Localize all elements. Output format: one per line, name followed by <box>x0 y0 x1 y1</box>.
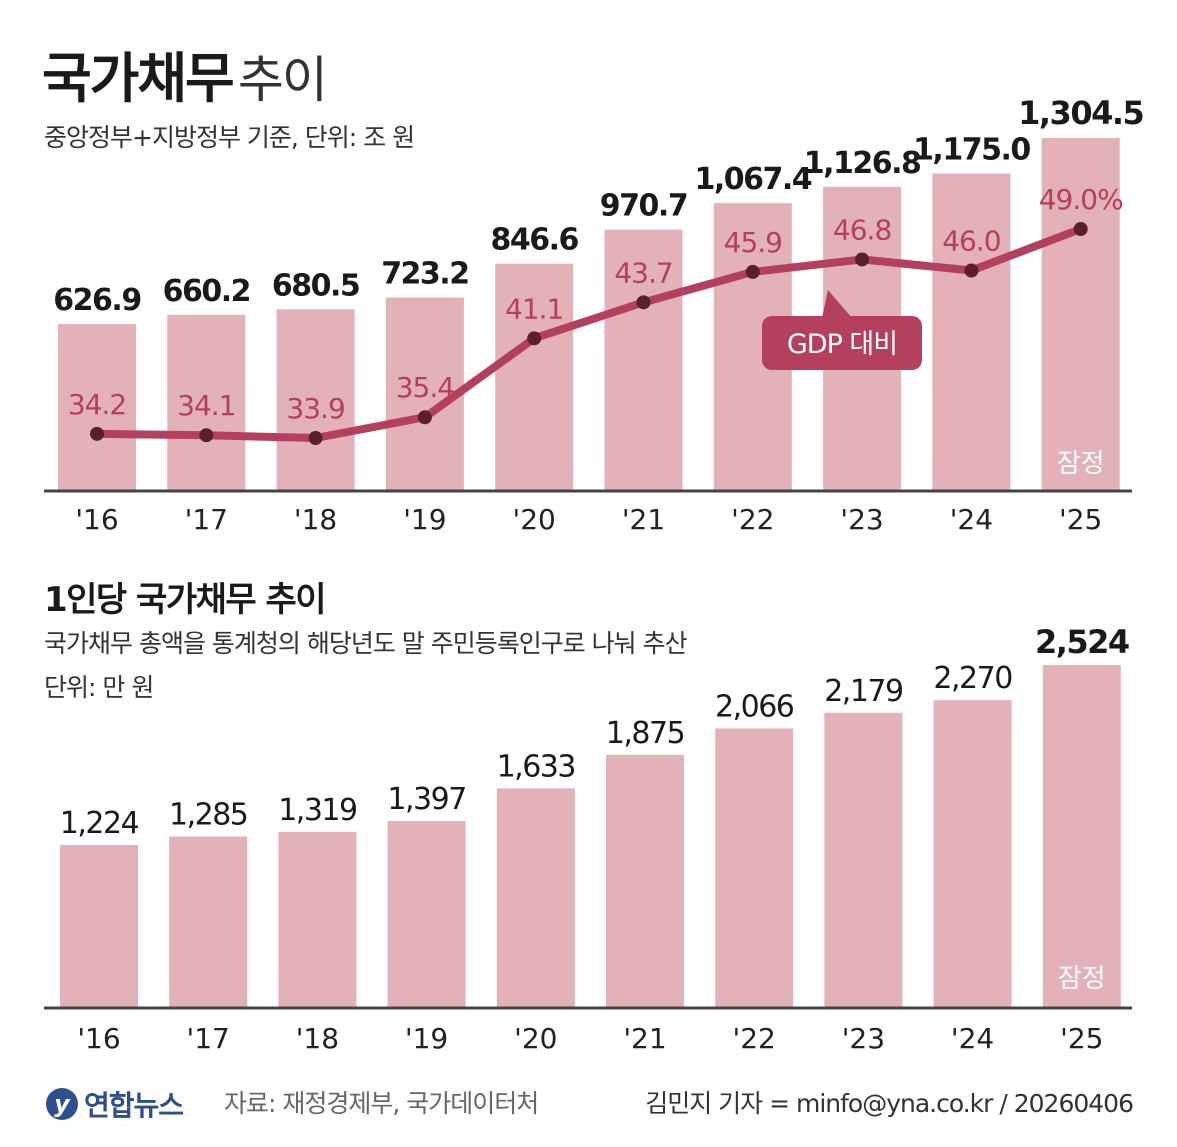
gdp-callout-box <box>762 316 922 370</box>
x-tick-label-percapita-6: '22 <box>733 1022 776 1055</box>
gdp-ratio-point-2 <box>308 431 323 445</box>
bar-value-label-total-8: 1,175.0 <box>913 133 1030 168</box>
source-text: 자료: 재정경제부, 국가데이터처 <box>224 1089 539 1118</box>
gdp-callout: GDP 대비 <box>762 290 922 370</box>
x-tick-label-total-9: '25 <box>1059 503 1102 536</box>
bar-value-label-percapita-1: 1,285 <box>169 798 247 833</box>
bar-percapita-3 <box>387 821 466 1008</box>
bar-value-label-percapita-6: 2,066 <box>715 689 794 724</box>
x-tick-label-total-3: '19 <box>403 503 446 536</box>
bar-total-4 <box>495 263 574 491</box>
x-tick-label-percapita-1: '17 <box>187 1022 230 1055</box>
bar-percapita-6 <box>715 728 794 1008</box>
x-tick-label-total-1: '17 <box>185 503 228 536</box>
bar-value-label-percapita-0: 1,224 <box>60 806 139 841</box>
bar-percapita-1 <box>169 836 248 1008</box>
bar-value-label-percapita-8: 2,270 <box>933 661 1012 696</box>
gdp-ratio-point-4 <box>527 331 542 346</box>
x-tick-label-total-4: '20 <box>513 503 556 536</box>
subtitle: 중앙정부+지방정부 기준, 단위: 조 원 <box>44 123 415 152</box>
section2-title: 1인당 국가채무 추이 <box>44 580 327 620</box>
chart-per-capita-debt: 1,224 '16 1,285 '17 1,319 '18 1,397 '19 1,633 '20… <box>44 623 1132 1055</box>
gdp-ratio-point-3 <box>417 410 432 425</box>
bar-value-label-total-2: 680.5 <box>272 268 359 303</box>
gdp-ratio-label-0: 34.2 <box>68 388 126 421</box>
x-tick-label-percapita-4: '20 <box>514 1022 557 1055</box>
bar-value-label-percapita-9: 2,524 <box>1035 623 1129 661</box>
bar-total-5 <box>604 229 683 491</box>
provisional-label-percapita: 잠정 <box>1058 964 1106 994</box>
provisional-label-total: 잠정 <box>1057 449 1105 479</box>
bar-total-0 <box>58 324 136 491</box>
gdp-ratio-point-5 <box>636 295 651 310</box>
gdp-ratio-label-9: 49.0% <box>1039 183 1123 216</box>
bar-total-2 <box>276 309 355 491</box>
section2-description: 국가채무 총액을 통계청의 해당년도 말 주민등록인구로 나눠 추산 <box>44 629 688 658</box>
gdp-ratio-label-3: 35.4 <box>396 371 455 404</box>
gdp-ratio-point-1 <box>199 428 214 443</box>
gdp-ratio-point-0 <box>90 426 104 441</box>
logo-text: 연합뉴스 <box>84 1089 184 1122</box>
x-tick-label-percapita-3: '19 <box>405 1022 448 1055</box>
bar-percapita-4 <box>496 788 575 1008</box>
logo-icon: y <box>46 1088 78 1120</box>
bar-total-8 <box>932 173 1011 491</box>
x-tick-label-percapita-7: '23 <box>842 1022 885 1055</box>
bar-value-label-total-5: 970.7 <box>600 189 687 224</box>
gdp-callout-pointer <box>822 290 852 318</box>
x-tick-label-percapita-9: '25 <box>1060 1022 1103 1055</box>
x-tick-label-percapita-8: '24 <box>951 1022 994 1055</box>
title-main: 국가채무 <box>42 47 235 110</box>
gdp-ratio-label-6: 45.9 <box>724 226 782 259</box>
section2-unit: 단위: 만 원 <box>44 673 154 702</box>
title-sub: 추이 <box>237 51 328 109</box>
gdp-ratio-point-6 <box>745 264 760 279</box>
logo: y 연합뉴스 <box>46 1084 184 1124</box>
gdp-ratio-label-2: 33.9 <box>286 392 344 425</box>
gdp-ratio-label-1: 34.1 <box>177 389 235 422</box>
x-tick-label-total-7: '23 <box>840 503 883 536</box>
gdp-ratio-label-8: 46.0 <box>942 225 1000 258</box>
chart-total-debt: 626.9 '16 660.2 '17 680.5 '18 723.2 '19 846.6 '20… <box>44 94 1145 536</box>
bar-total-9 <box>1041 138 1120 491</box>
x-tick-label-total-5: '21 <box>622 503 665 536</box>
bar-value-label-total-7: 1,126.8 <box>804 146 921 181</box>
gdp-ratio-point-7 <box>855 252 870 267</box>
x-tick-label-percapita-0: '16 <box>77 1022 120 1055</box>
bar-value-label-total-0: 626.9 <box>53 283 140 318</box>
gdp-ratio-label-4: 41.1 <box>505 292 563 325</box>
x-tick-label-total-2: '18 <box>294 503 337 536</box>
bar-percapita-7 <box>824 712 903 1008</box>
gdp-ratio-point-8 <box>964 263 979 278</box>
x-tick-label-total-6: '22 <box>731 503 774 536</box>
credit-text: 김민지 기자 = minfo@yna.co.kr / 20260406 <box>645 1089 1134 1118</box>
bar-value-label-total-9: 1,304.5 <box>1018 94 1143 132</box>
gdp-callout-label: GDP 대비 <box>787 329 897 360</box>
bar-value-label-total-4: 846.6 <box>490 223 578 258</box>
gdp-ratio-point-9 <box>1073 222 1088 236</box>
bar-value-label-total-3: 723.2 <box>381 257 468 292</box>
bar-value-label-percapita-3: 1,397 <box>387 782 465 817</box>
gdp-ratio-label-7: 46.8 <box>833 213 891 246</box>
bar-percapita-9 <box>1042 665 1121 1008</box>
gdp-ratio-line <box>93 225 1085 442</box>
bar-value-label-percapita-4: 1,633 <box>497 749 575 784</box>
x-tick-label-total-8: '24 <box>950 503 993 536</box>
bar-percapita-5 <box>606 754 684 1008</box>
bar-percapita-0 <box>60 845 138 1008</box>
bar-value-label-total-6: 1,067.4 <box>694 162 811 197</box>
bar-value-label-percapita-2: 1,319 <box>278 793 356 828</box>
bar-value-label-percapita-5: 1,875 <box>606 716 684 751</box>
bar-percapita-2 <box>278 831 357 1008</box>
x-tick-label-percapita-2: '18 <box>296 1022 339 1055</box>
bar-total-1 <box>167 314 246 491</box>
x-tick-label-total-0: '16 <box>75 503 118 536</box>
x-tick-label-percapita-5: '21 <box>623 1022 666 1055</box>
bar-value-label-percapita-7: 2,179 <box>824 674 902 709</box>
bar-percapita-8 <box>933 700 1012 1008</box>
page-title: 국가채무 추이 <box>42 34 328 113</box>
bar-value-label-total-1: 660.2 <box>163 274 250 309</box>
gdp-ratio-label-5: 43.7 <box>614 256 672 289</box>
